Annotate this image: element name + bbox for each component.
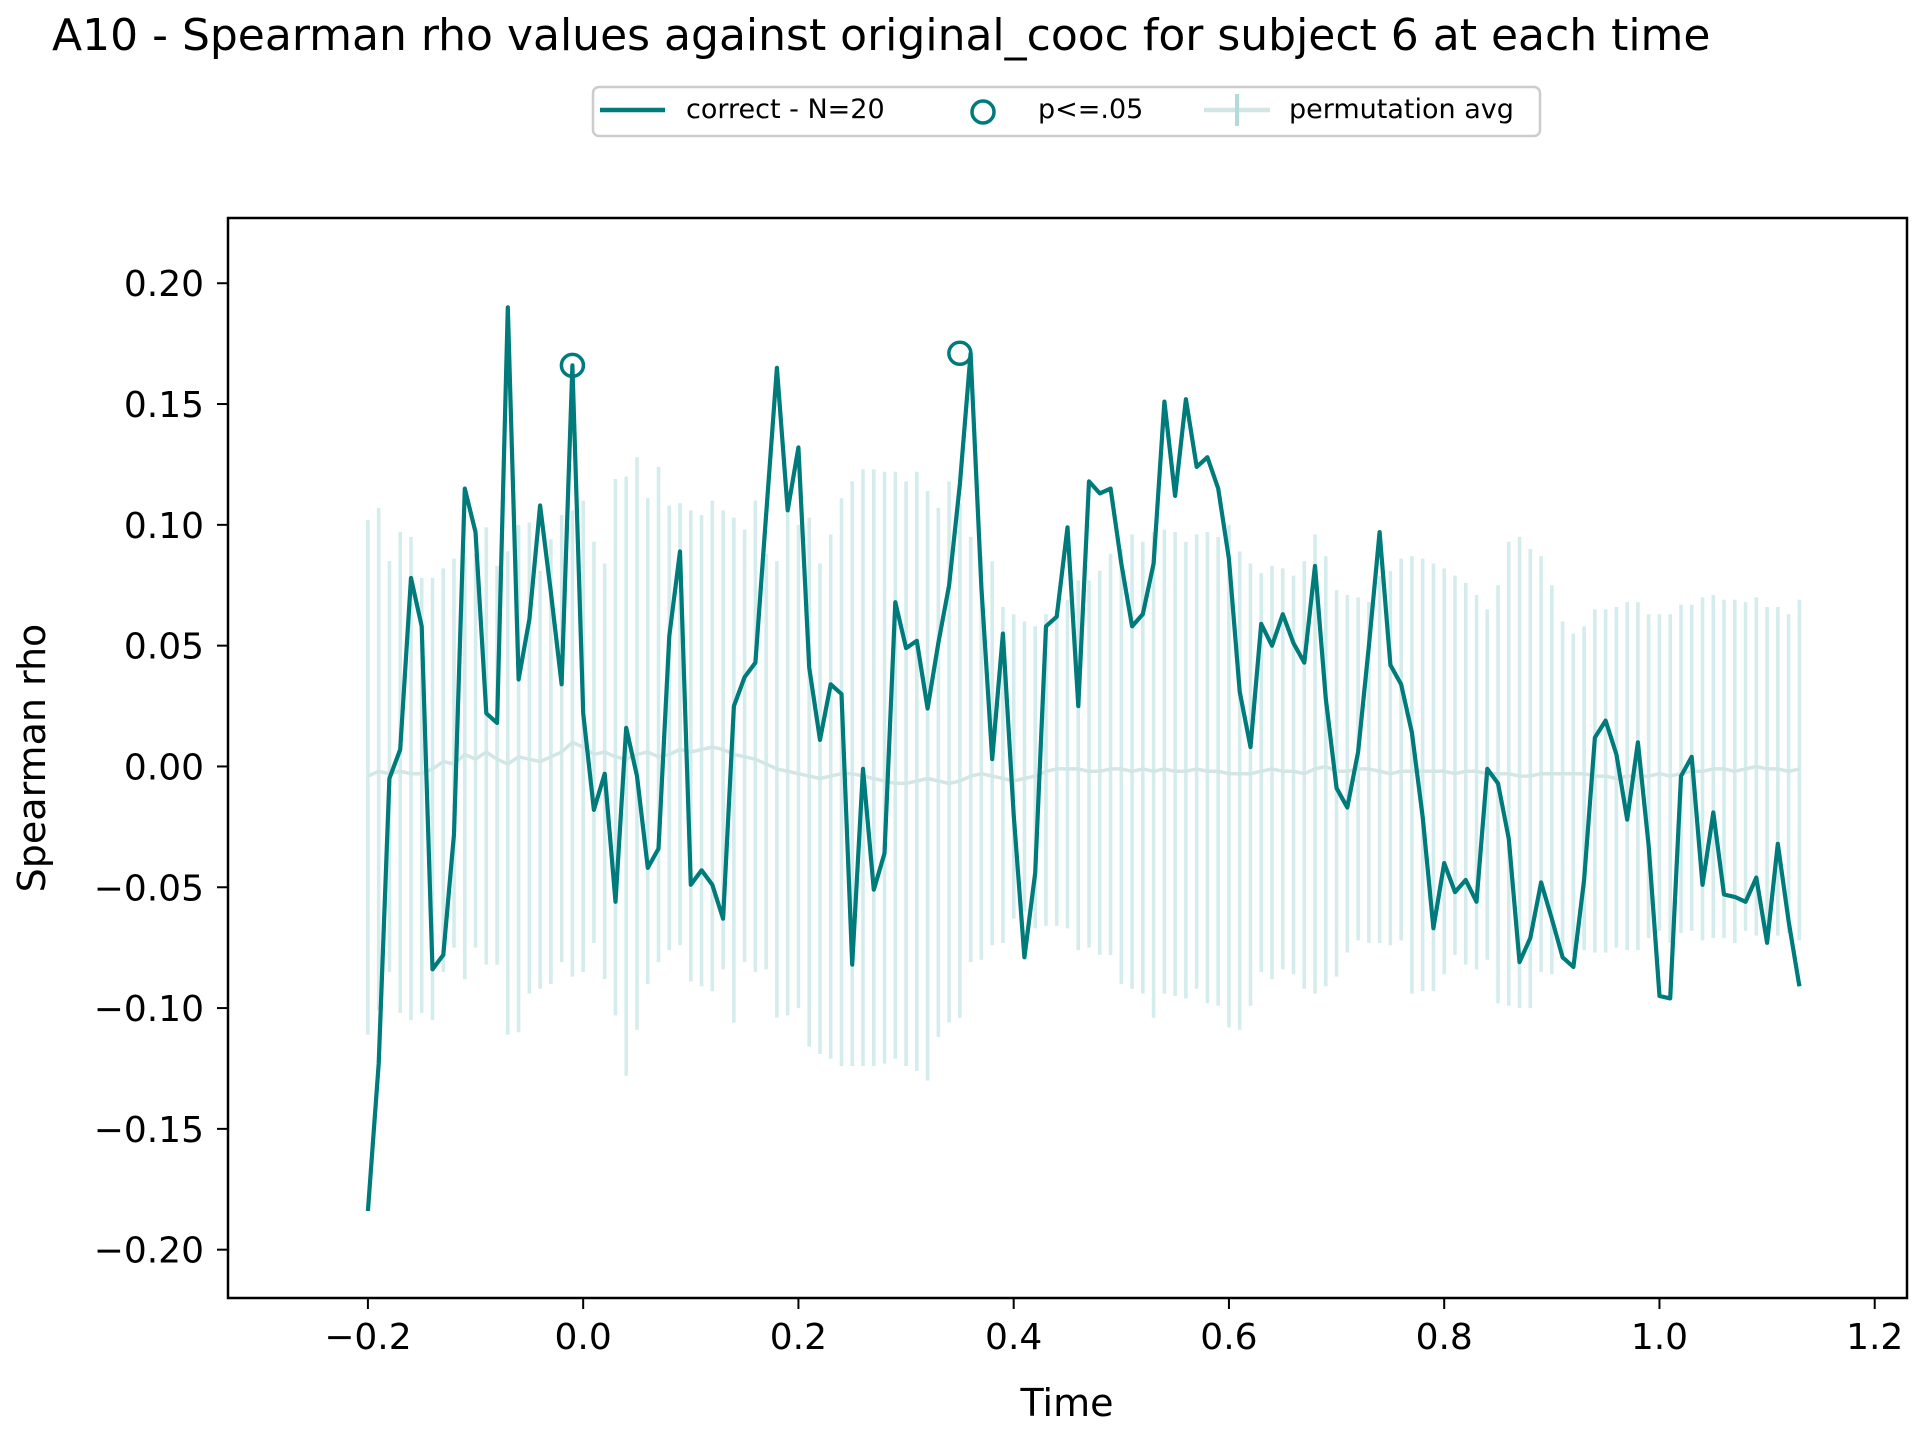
y-tick-label: 0.00 <box>124 747 204 788</box>
y-tick-label: 0.10 <box>124 506 204 547</box>
x-tick-label: −0.2 <box>324 1317 411 1358</box>
legend-label-significant: p<=.05 <box>1038 94 1143 125</box>
x-tick-label: 1.2 <box>1846 1317 1903 1358</box>
y-tick-label: −0.20 <box>94 1231 204 1272</box>
y-tick-label: 0.20 <box>124 264 204 305</box>
series-line-correct <box>365 305 1802 1212</box>
axes-frame <box>226 216 1909 1300</box>
chart-title: A10 - Spearman rho values against origin… <box>52 10 1711 61</box>
x-tick-label: 0.6 <box>1200 1317 1257 1358</box>
y-tick-label: −0.10 <box>94 989 204 1030</box>
significance-markers <box>559 340 973 379</box>
significance-marker <box>947 340 973 367</box>
x-tick-label: 0.4 <box>985 1317 1042 1358</box>
y-tick-label: −0.15 <box>94 1110 204 1151</box>
y-tick-label: 0.05 <box>124 627 204 668</box>
significance-marker <box>559 352 586 379</box>
x-tick-label: 0.0 <box>555 1317 612 1358</box>
y-axis-ticks: 0.20 0.15 0.10 0.05 0.00 −0.05 −0.10 −0.15 −0.20 <box>94 264 228 1272</box>
x-tick-label: 0.8 <box>1416 1317 1473 1358</box>
legend-marker-swatch <box>970 99 996 125</box>
plot-area <box>226 216 1909 1300</box>
legend: correct - N=20 p<=.05 permutation avg <box>591 85 1542 138</box>
y-axis-label: Spearman rho <box>10 624 54 893</box>
permutation-mean-line <box>367 740 1800 786</box>
legend-band-swatch <box>1204 94 1270 126</box>
legend-label-permutation: permutation avg <box>1289 94 1514 125</box>
x-tick-label: 0.2 <box>770 1317 827 1358</box>
legend-frame <box>591 85 1542 138</box>
legend-label-correct: correct - N=20 <box>686 94 885 125</box>
x-axis-label: Time <box>1020 1381 1114 1425</box>
y-tick-label: −0.05 <box>94 868 204 909</box>
y-tick-label: 0.15 <box>124 385 204 426</box>
x-axis-ticks: −0.2 0.0 0.2 0.4 0.6 0.8 1.0 1.2 <box>324 1298 1903 1358</box>
x-tick-label: 1.0 <box>1631 1317 1688 1358</box>
